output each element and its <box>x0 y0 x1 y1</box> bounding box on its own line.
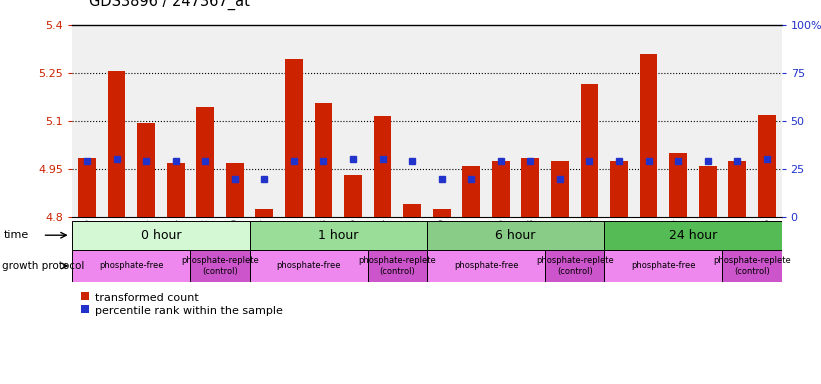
Bar <box>604 250 722 282</box>
Bar <box>374 116 392 217</box>
Bar <box>226 162 244 217</box>
Bar <box>640 54 658 217</box>
Bar <box>250 250 368 282</box>
Bar <box>368 250 427 282</box>
Text: phosphate-replete
(control): phosphate-replete (control) <box>359 256 436 276</box>
Bar <box>427 221 604 250</box>
Text: phosphate-replete
(control): phosphate-replete (control) <box>536 256 613 276</box>
Bar <box>545 250 604 282</box>
Text: 0 hour: 0 hour <box>140 229 181 242</box>
Bar <box>167 162 185 217</box>
Bar <box>78 158 96 217</box>
Bar <box>255 209 273 217</box>
Bar <box>190 250 250 282</box>
Bar <box>250 221 427 250</box>
Bar <box>580 84 599 217</box>
Text: 24 hour: 24 hour <box>669 229 717 242</box>
Bar <box>521 158 539 217</box>
Bar <box>314 103 333 217</box>
Bar <box>610 161 628 217</box>
Bar <box>403 204 421 217</box>
Bar <box>81 292 89 300</box>
Bar <box>81 306 89 313</box>
Text: phosphate-free: phosphate-free <box>277 262 341 270</box>
Text: phosphate-free: phosphate-free <box>631 262 695 270</box>
Bar <box>427 250 545 282</box>
Text: transformed count: transformed count <box>95 293 199 303</box>
Text: growth protocol: growth protocol <box>2 261 84 271</box>
Text: phosphate-replete
(control): phosphate-replete (control) <box>713 256 791 276</box>
Bar <box>108 71 126 217</box>
Bar <box>285 59 303 217</box>
Text: GDS3896 / 247367_at: GDS3896 / 247367_at <box>89 0 250 10</box>
Text: phosphate-replete
(control): phosphate-replete (control) <box>181 256 259 276</box>
Bar <box>728 161 746 217</box>
Bar <box>344 175 362 217</box>
Text: phosphate-free: phosphate-free <box>454 262 518 270</box>
Bar <box>722 250 782 282</box>
Text: 6 hour: 6 hour <box>495 229 536 242</box>
Bar <box>433 209 451 217</box>
Text: time: time <box>4 230 30 240</box>
Bar <box>72 221 250 250</box>
Bar <box>604 221 782 250</box>
Bar <box>137 122 155 217</box>
Bar <box>551 161 569 217</box>
Text: 1 hour: 1 hour <box>318 229 359 242</box>
Bar <box>462 166 480 217</box>
Text: percentile rank within the sample: percentile rank within the sample <box>95 306 283 316</box>
Bar <box>669 153 687 217</box>
Bar <box>196 107 214 217</box>
Bar <box>72 250 190 282</box>
Bar <box>758 114 776 217</box>
Bar <box>492 161 510 217</box>
Text: phosphate-free: phosphate-free <box>99 262 163 270</box>
Bar <box>699 166 717 217</box>
